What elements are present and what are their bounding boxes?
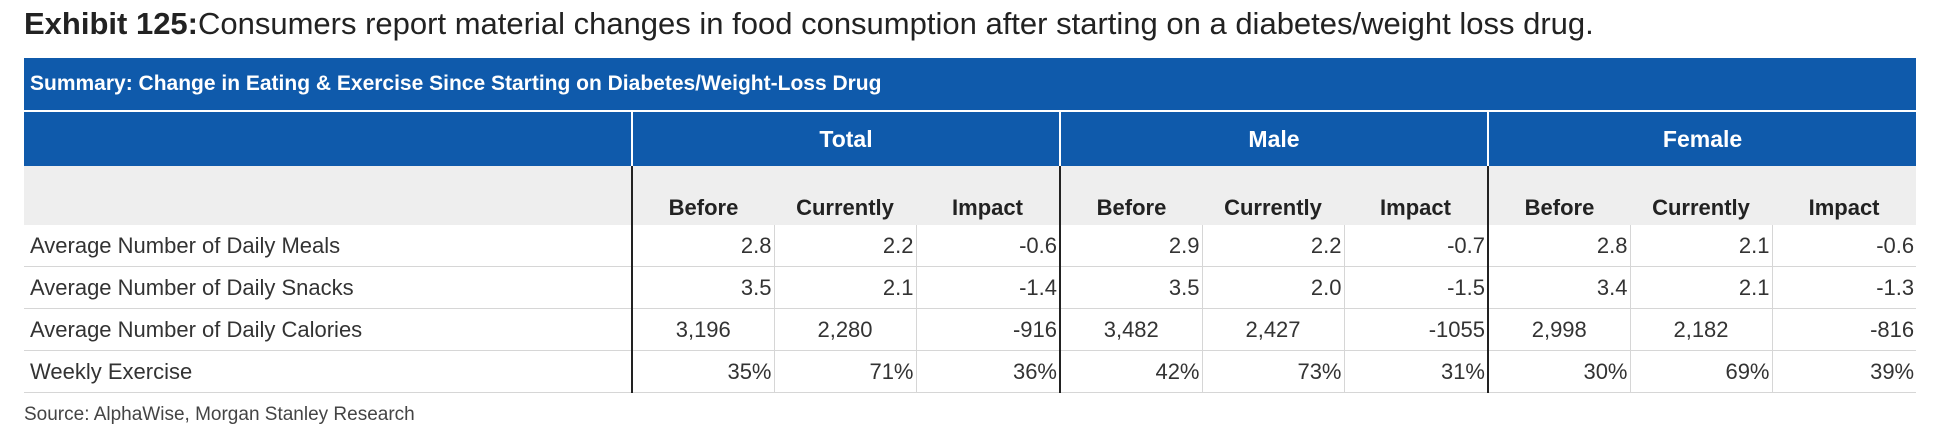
subheader-total-before: Before [631, 166, 774, 225]
cell-total-impact: -916 [915, 308, 1060, 351]
table-row-daily-calories: Average Number of Daily Calories 3,196 2… [24, 308, 1917, 351]
cell-female-currently: 2,182 [1629, 308, 1772, 351]
cell-female-before: 2.8 [1487, 225, 1630, 267]
subheader-row: Before Currently Impact Before Currently… [24, 166, 1917, 225]
exhibit-label: Exhibit 125: [24, 6, 198, 41]
cell-female-currently: 69% [1629, 350, 1772, 393]
cell-male-currently: 2.0 [1201, 266, 1344, 309]
subheader-female-currently: Currently [1630, 166, 1772, 225]
cell-total-impact: 36% [915, 350, 1060, 393]
cell-male-currently: 2.2 [1201, 225, 1344, 267]
row-label: Average Number of Daily Snacks [24, 266, 632, 309]
cell-male-impact: 31% [1343, 350, 1488, 393]
cell-total-before: 35% [631, 350, 774, 393]
subheader-blank [24, 166, 632, 225]
table-row-daily-meals: Average Number of Daily Meals 2.8 2.2 -0… [24, 225, 1917, 267]
row-label: Weekly Exercise [24, 350, 632, 393]
table-row-weekly-exercise: Weekly Exercise 35% 71% 36% 42% 73% 31% … [24, 350, 1917, 393]
cell-male-impact: -1055 [1343, 308, 1488, 351]
subheader-male-before: Before [1059, 166, 1202, 225]
cell-total-impact: -1.4 [915, 266, 1060, 309]
subheader-female-impact: Impact [1772, 166, 1917, 225]
cell-female-impact: -0.6 [1771, 225, 1917, 267]
cell-male-impact: -1.5 [1343, 266, 1488, 309]
cell-total-currently: 71% [773, 350, 916, 393]
group-header-total: Total [631, 111, 1060, 166]
cell-female-before: 2,998 [1487, 308, 1630, 351]
subheader-total-impact: Impact [916, 166, 1060, 225]
exhibit-title-text: Consumers report material changes in foo… [198, 6, 1594, 41]
cell-female-currently: 2.1 [1629, 225, 1772, 267]
source-note: Source: AlphaWise, Morgan Stanley Resear… [24, 404, 415, 425]
cell-male-currently: 73% [1201, 350, 1344, 393]
group-header-female: Female [1486, 111, 1917, 166]
cell-total-before: 3,196 [631, 308, 774, 351]
cell-total-impact: -0.6 [915, 225, 1060, 267]
cell-female-before: 3.4 [1487, 266, 1630, 309]
table-banner-row: Summary: Change in Eating & Exercise Sin… [24, 58, 1917, 112]
cell-female-impact: -1.3 [1771, 266, 1917, 309]
row-label: Average Number of Daily Meals [24, 225, 632, 267]
cell-male-before: 3.5 [1059, 266, 1202, 309]
cell-female-impact: 39% [1771, 350, 1917, 393]
cell-male-impact: -0.7 [1343, 225, 1488, 267]
cell-female-before: 30% [1487, 350, 1630, 393]
summary-table: Summary: Change in Eating & Exercise Sin… [24, 58, 1917, 393]
subheader-female-before: Before [1487, 166, 1630, 225]
cell-total-currently: 2.1 [773, 266, 916, 309]
subheader-male-currently: Currently [1202, 166, 1344, 225]
cell-female-currently: 2.1 [1629, 266, 1772, 309]
cell-male-before: 3,482 [1059, 308, 1202, 351]
subheader-total-currently: Currently [774, 166, 916, 225]
cell-male-currently: 2,427 [1201, 308, 1344, 351]
cell-male-before: 42% [1059, 350, 1202, 393]
cell-total-before: 2.8 [631, 225, 774, 267]
cell-total-currently: 2,280 [773, 308, 916, 351]
cell-female-impact: -816 [1771, 308, 1917, 351]
group-header-blank [24, 111, 632, 166]
group-header-row: Total Male Female [24, 111, 1917, 166]
cell-total-currently: 2.2 [773, 225, 916, 267]
cell-total-before: 3.5 [631, 266, 774, 309]
subheader-male-impact: Impact [1344, 166, 1488, 225]
summary-table-container: Summary: Change in Eating & Exercise Sin… [24, 58, 1917, 393]
exhibit-title: Exhibit 125:Consumers report material ch… [24, 4, 1594, 44]
cell-male-before: 2.9 [1059, 225, 1202, 267]
group-header-male: Male [1059, 111, 1488, 166]
table-row-daily-snacks: Average Number of Daily Snacks 3.5 2.1 -… [24, 266, 1917, 309]
table-banner: Summary: Change in Eating & Exercise Sin… [24, 58, 1917, 112]
row-label: Average Number of Daily Calories [24, 308, 632, 351]
